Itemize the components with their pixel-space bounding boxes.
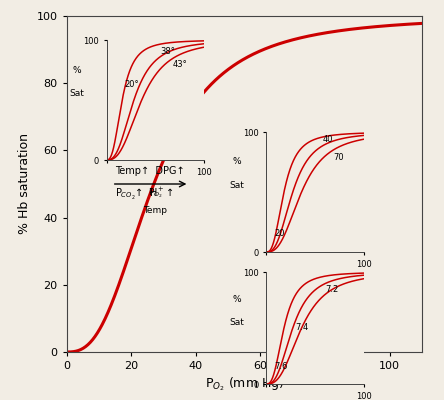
- Y-axis label: % Hb saturation: % Hb saturation: [18, 134, 31, 234]
- Text: 7.4: 7.4: [296, 323, 309, 332]
- Text: %: %: [73, 66, 82, 74]
- Text: P$_{CO_2}$: P$_{CO_2}$: [305, 298, 325, 311]
- Text: %: %: [233, 296, 242, 304]
- Text: 70: 70: [333, 153, 344, 162]
- Text: 38°: 38°: [160, 47, 175, 56]
- Text: Sat: Sat: [230, 318, 245, 327]
- Text: 20: 20: [274, 229, 285, 238]
- Text: Sat: Sat: [230, 182, 245, 190]
- Text: P$_{O_2}$: P$_{O_2}$: [148, 186, 163, 200]
- Text: 20°: 20°: [124, 80, 139, 89]
- Text: %: %: [233, 158, 242, 166]
- Text: Temp: Temp: [143, 206, 167, 214]
- Text: 7.6: 7.6: [274, 362, 288, 371]
- Text: P$_{CO_2}$↑  H$^+$↑: P$_{CO_2}$↑ H$^+$↑: [115, 186, 173, 202]
- Text: 40: 40: [323, 135, 333, 144]
- Text: 43°: 43°: [173, 60, 188, 69]
- X-axis label: P$_{O_2}$ (mm Hg): P$_{O_2}$ (mm Hg): [205, 375, 284, 393]
- Text: 7.2: 7.2: [325, 285, 338, 294]
- Text: P$_{O_2}$: P$_{O_2}$: [308, 278, 323, 292]
- Text: Temp↑  DPG↑: Temp↑ DPG↑: [115, 166, 185, 176]
- Text: Sat: Sat: [70, 90, 85, 98]
